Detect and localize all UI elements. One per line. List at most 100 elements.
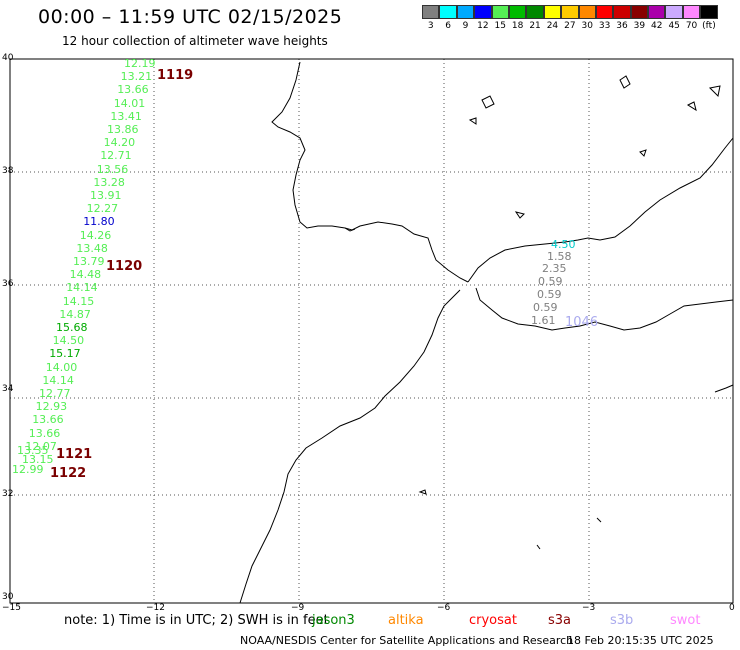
wave-height-legend: 3 6 9 12 15 18 21 24 27 30 33 36 39 42 45 70 (ft) bbox=[422, 5, 718, 31]
satellite-s3a: s3a bbox=[548, 613, 572, 628]
legend-swatch bbox=[648, 5, 666, 19]
coastline bbox=[239, 61, 734, 604]
wave-height-value: 13.56 bbox=[96, 162, 129, 176]
legend-swatch bbox=[613, 5, 631, 19]
wave-height-value: 13.66 bbox=[117, 83, 149, 97]
x-tick-label: −9 bbox=[291, 603, 305, 613]
y-tick-label: 30 bbox=[2, 592, 14, 602]
wave-height-value: 14.14 bbox=[66, 281, 98, 295]
legend-swatch bbox=[561, 5, 579, 19]
legend-bin: 18 bbox=[508, 5, 527, 31]
legend-swatch bbox=[700, 5, 718, 19]
wave-height-value: 13.35 bbox=[17, 444, 49, 457]
wave-height-value: 15.68 bbox=[56, 321, 88, 334]
wave-height-value: 12.99 bbox=[12, 463, 44, 476]
legend-bin: 12 bbox=[474, 5, 492, 31]
generated-timestamp: 18 Feb 20:15:35 UTC 2025 bbox=[567, 634, 714, 647]
map-title: 00:00 – 11:59 UTC 02/15/2025 bbox=[38, 6, 343, 28]
wave-height-value: 14.87 bbox=[59, 307, 91, 321]
wave-height-value: 14.01 bbox=[113, 96, 146, 110]
wave-height-value: 14.50 bbox=[52, 334, 85, 348]
legend-bin: 42 bbox=[648, 5, 666, 31]
wave-height-value: 12.07 bbox=[25, 439, 57, 453]
legend-label: 27 bbox=[564, 21, 576, 31]
pass-label: 1120 bbox=[106, 259, 143, 274]
map-frame bbox=[9, 58, 734, 604]
legend-label: 33 bbox=[598, 21, 611, 31]
legend-bin: 30 bbox=[578, 5, 596, 31]
x-tick-label: −6 bbox=[437, 603, 451, 613]
wave-height-value: 0.59 bbox=[537, 288, 562, 301]
pass-label: 1121 bbox=[56, 447, 93, 462]
legend-label: 36 bbox=[616, 21, 628, 31]
legend-swatch bbox=[508, 5, 527, 19]
wave-height-value: 14.14 bbox=[42, 373, 74, 387]
wave-height-value: 13.15 bbox=[22, 453, 54, 466]
grid-lines bbox=[10, 59, 733, 603]
legend-swatch bbox=[439, 5, 457, 19]
units-note: note: 1) Time is in UTC; 2) SWH is in fe… bbox=[64, 613, 329, 628]
y-tick-label: 40 bbox=[2, 53, 14, 63]
legend-bin: 6 bbox=[439, 5, 457, 31]
legend-swatch bbox=[595, 5, 614, 19]
wave-height-value: 14.26 bbox=[79, 228, 112, 242]
wave-height-value: 13.48 bbox=[76, 241, 108, 255]
legend-label: 21 bbox=[529, 21, 541, 31]
legend-bin: 36 bbox=[613, 5, 631, 31]
legend-bin: 70 bbox=[682, 5, 701, 31]
legend-label: 30 bbox=[581, 21, 593, 31]
y-tick-label: 36 bbox=[2, 279, 14, 289]
y-tick-label: 32 bbox=[2, 489, 14, 499]
legend-swatch bbox=[474, 5, 492, 19]
wave-height-value: 14.48 bbox=[69, 268, 102, 282]
satellite-cryosat: cryosat bbox=[469, 613, 517, 628]
x-tick-label: −3 bbox=[582, 603, 596, 613]
legend-bin: 24 bbox=[543, 5, 562, 31]
legend-bin: 3 bbox=[422, 5, 440, 31]
credit-line: NOAA/NESDIS Center for Satellite Applica… bbox=[240, 634, 574, 647]
wave-height-value: 12.93 bbox=[35, 400, 68, 414]
legend-label: 42 bbox=[651, 21, 663, 31]
legend-swatch bbox=[630, 5, 649, 19]
legend-label: 6 bbox=[445, 21, 451, 31]
legend-label: 45 bbox=[668, 21, 680, 31]
legend-label: 24 bbox=[546, 21, 559, 31]
wave-height-value: 2.35 bbox=[542, 262, 567, 275]
legend-swatch bbox=[526, 5, 544, 19]
legend-bin: 33 bbox=[595, 5, 614, 31]
legend-swatch bbox=[682, 5, 701, 19]
satellite-jason3: jason3 bbox=[312, 613, 355, 628]
legend-label: (ft) bbox=[702, 21, 716, 31]
legend-label: 15 bbox=[494, 21, 506, 31]
y-tick-label: 38 bbox=[2, 166, 14, 176]
wave-height-value: 1.58 bbox=[547, 250, 572, 263]
wave-height-value: 13.79 bbox=[73, 255, 105, 268]
legend-label: 18 bbox=[511, 21, 524, 31]
legend-bin: 9 bbox=[456, 5, 475, 31]
pass-label: 1046 bbox=[565, 315, 599, 330]
legend-swatch bbox=[491, 5, 509, 19]
wave-height-value: 13.91 bbox=[90, 189, 122, 202]
wave-height-value: 13.66 bbox=[32, 413, 64, 427]
wave-height-value: 14.20 bbox=[103, 136, 136, 150]
legend-label: 3 bbox=[427, 21, 434, 31]
x-tick-label: −15 bbox=[2, 603, 21, 613]
legend-label: 70 bbox=[685, 21, 698, 31]
pass-label: 1119 bbox=[157, 68, 194, 83]
legend-bin: 39 bbox=[630, 5, 649, 31]
wave-height-value: 14.00 bbox=[45, 360, 78, 374]
legend-bin: 15 bbox=[491, 5, 509, 31]
satellite-s3b: s3b bbox=[610, 613, 634, 628]
legend-bin: 21 bbox=[526, 5, 544, 31]
pass-label: 1122 bbox=[50, 466, 87, 481]
legend-swatch bbox=[578, 5, 596, 19]
legend-bin: 45 bbox=[665, 5, 683, 31]
legend-label: 12 bbox=[477, 21, 489, 31]
wave-height-value: 1.61 bbox=[531, 314, 556, 327]
wave-height-value: 12.71 bbox=[100, 149, 132, 163]
satellite-swot: swot bbox=[670, 613, 701, 628]
legend-label: 39 bbox=[633, 21, 646, 31]
x-tick-label: 0 bbox=[729, 603, 735, 613]
wave-height-value: 14.15 bbox=[62, 294, 95, 308]
